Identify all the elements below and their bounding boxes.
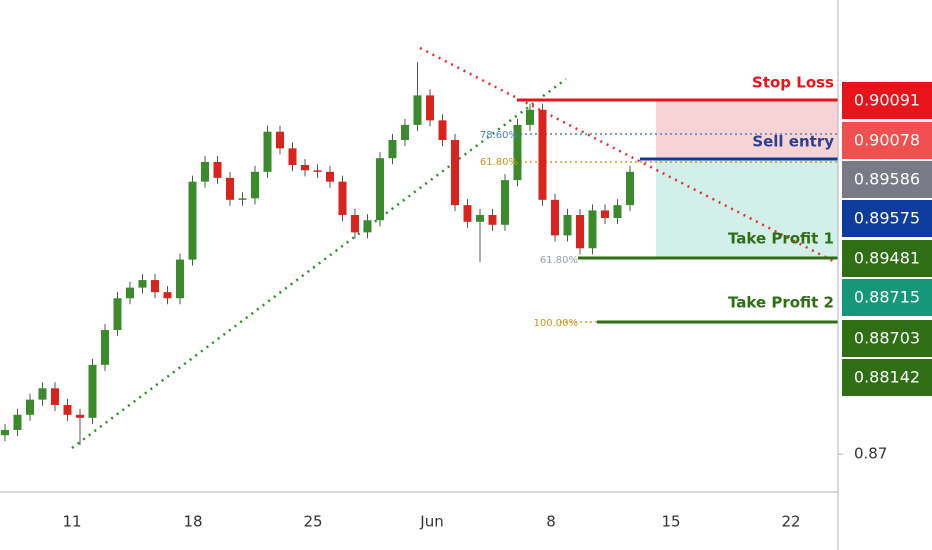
candle-body <box>551 199 559 236</box>
candle-body <box>351 214 359 233</box>
candle-body <box>401 124 409 141</box>
price-tag-label: 0.89575 <box>854 209 920 228</box>
candle-body <box>13 414 22 430</box>
candle-body <box>363 220 372 233</box>
candle-body <box>501 180 509 225</box>
candle-body <box>438 120 447 141</box>
price-tag <box>842 200 932 237</box>
price-tag-label: 0.88715 <box>854 288 920 307</box>
y-tick-label: 0.87 <box>854 445 887 463</box>
candle-body <box>601 210 609 218</box>
reward-zone <box>656 159 838 258</box>
candle-body <box>113 298 122 331</box>
candle-body <box>576 214 584 249</box>
risk-zone <box>656 100 838 159</box>
candle-body <box>176 259 184 299</box>
fib-labels: 78.60% 61.80% 61.80% 100.00% <box>480 130 578 329</box>
candle-body <box>188 181 197 260</box>
candle-body <box>26 399 34 415</box>
price-tag-label: 0.89481 <box>854 249 920 268</box>
x-tick-label: 22 <box>781 513 800 531</box>
fib-label: 100.00% <box>534 318 579 329</box>
candle-body <box>163 292 172 299</box>
price-tag <box>842 161 932 198</box>
candle-body <box>338 181 347 215</box>
candle-body <box>251 171 259 199</box>
level-label: Take Profit 2 <box>728 294 834 312</box>
candle-body <box>151 280 159 293</box>
candle-body <box>213 161 222 178</box>
level-label: Sell entry <box>752 133 834 151</box>
x-tick-label: 15 <box>661 513 680 531</box>
candles <box>1 62 634 446</box>
candle-body <box>263 131 272 172</box>
candle-body <box>51 388 59 405</box>
x-tick-label: 11 <box>62 513 81 531</box>
price-tag-label: 0.88142 <box>854 368 920 387</box>
price-tag <box>842 279 932 316</box>
candle-body <box>76 414 84 418</box>
candle-body <box>101 330 109 365</box>
price-tag-label: 0.88703 <box>854 329 920 348</box>
candle-body <box>38 388 47 400</box>
candle-body <box>276 131 284 149</box>
candle-body <box>563 214 572 236</box>
price-tag-label: 0.90091 <box>854 91 920 110</box>
candle-body <box>626 171 634 206</box>
x-tick-label: Jun <box>419 513 443 531</box>
candle-body <box>126 287 134 299</box>
candle-body <box>288 148 297 166</box>
candle-body <box>326 171 334 182</box>
fib-label: 61.80% <box>480 157 518 168</box>
candle-body <box>451 140 459 206</box>
candle-body <box>138 280 147 288</box>
candle-body <box>488 214 497 225</box>
price-tag <box>842 82 932 119</box>
price-tag-label: 0.89586 <box>854 170 920 189</box>
candle-body <box>388 140 397 159</box>
candle-body <box>201 161 209 182</box>
price-tag <box>842 359 932 396</box>
candle-body <box>513 124 522 181</box>
fib-label: 78.60% <box>480 130 518 141</box>
candle-body <box>313 170 322 172</box>
price-tag <box>842 320 932 357</box>
price-tag <box>842 122 932 159</box>
x-tick-label: 25 <box>303 513 322 531</box>
candle-body <box>538 109 547 200</box>
candle-body <box>63 404 72 415</box>
candle-body <box>526 109 534 125</box>
candle-body <box>1 429 9 436</box>
candle-body <box>301 165 309 171</box>
price-tag <box>842 240 932 277</box>
candle-body <box>463 205 472 222</box>
trend-line <box>419 46 836 264</box>
candle-body <box>413 95 422 125</box>
level-labels: Stop Loss Sell entry Take Profit 1 Take … <box>728 74 834 312</box>
trend-line <box>71 77 567 450</box>
price-tag-label: 0.90078 <box>854 131 920 150</box>
level-label: Stop Loss <box>752 74 834 92</box>
candle-body <box>238 198 247 200</box>
candle-body <box>613 205 622 218</box>
x-tick-label: 18 <box>183 513 202 531</box>
x-tick-label: 8 <box>546 513 556 531</box>
candle-body <box>426 95 434 121</box>
level-label: Take Profit 1 <box>728 230 834 248</box>
candle-body <box>226 177 234 200</box>
candle-body <box>588 210 597 249</box>
fib-label: 61.80% <box>540 255 578 266</box>
candle-body <box>476 214 484 222</box>
candle-body <box>88 364 97 418</box>
candle-body <box>376 158 384 221</box>
